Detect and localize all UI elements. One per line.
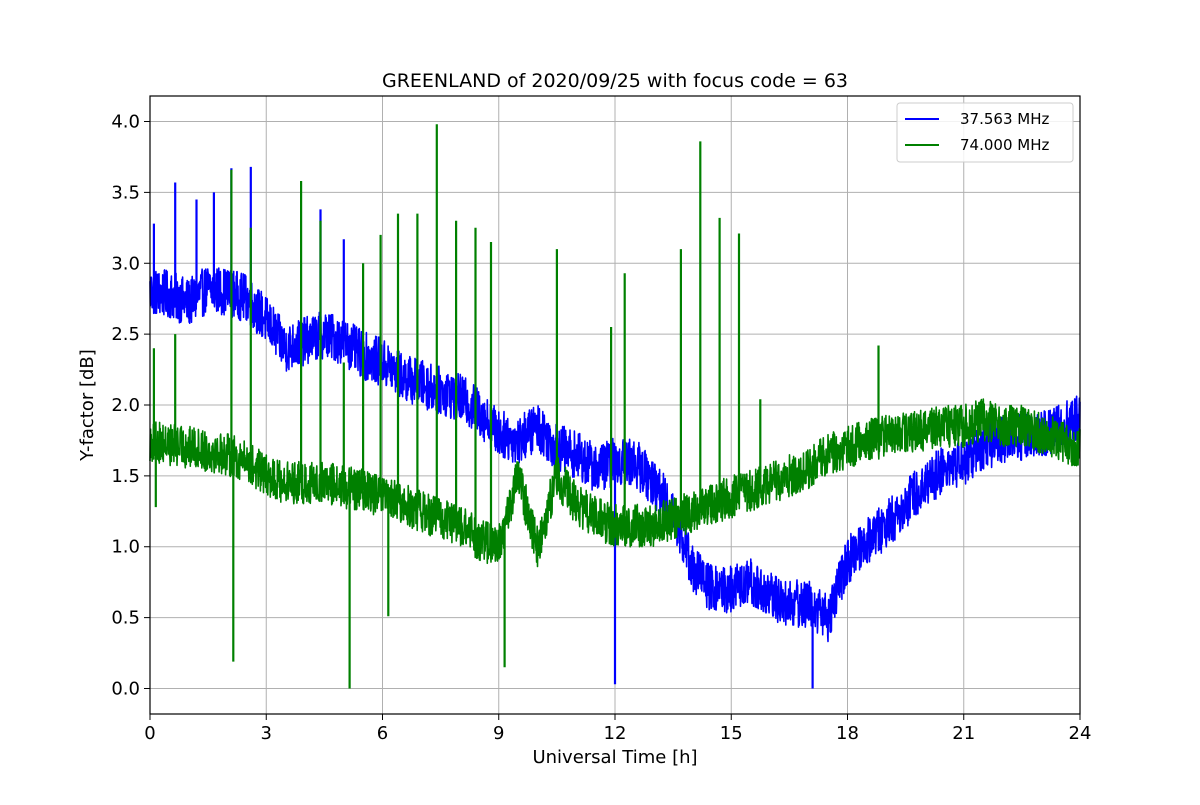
y-tick-label: 3.0 bbox=[111, 253, 140, 274]
y-tick-label: 1.0 bbox=[111, 537, 140, 558]
legend-label-74mhz: 74.000 MHz bbox=[960, 136, 1049, 154]
series-74mhz bbox=[149, 124, 1081, 689]
chart-title: GREENLAND of 2020/09/25 with focus code … bbox=[382, 70, 848, 92]
x-tick-label: 12 bbox=[604, 723, 627, 744]
y-tick-label: 4.0 bbox=[111, 112, 140, 133]
x-tick-label: 24 bbox=[1069, 723, 1092, 744]
x-tick-label: 0 bbox=[144, 723, 155, 744]
legend-label-37mhz: 37.563 MHz bbox=[960, 110, 1049, 128]
legend-box bbox=[896, 102, 1074, 163]
x-tick-label: 3 bbox=[261, 723, 272, 744]
x-tick-label: 9 bbox=[493, 723, 504, 744]
x-tick-label: 15 bbox=[720, 723, 743, 744]
series-line bbox=[149, 398, 1081, 568]
y-tick-label: 2.0 bbox=[111, 395, 140, 416]
x-tick-label: 6 bbox=[377, 723, 388, 744]
y-tick-label: 0.0 bbox=[111, 678, 140, 699]
y-tick-label: 1.5 bbox=[111, 466, 140, 487]
y-tick-label: 2.5 bbox=[111, 324, 140, 345]
x-tick-label: 21 bbox=[952, 723, 975, 744]
y-axis-label: Y-factor [dB] bbox=[77, 349, 98, 462]
legend: 37.563 MHz 74.000 MHz bbox=[896, 102, 1074, 163]
y-tick-label: 0.5 bbox=[111, 608, 140, 629]
plot-series bbox=[149, 124, 1081, 689]
y-tick-label: 3.5 bbox=[111, 182, 140, 203]
x-tick-label: 18 bbox=[836, 723, 859, 744]
x-axis-label: Universal Time [h] bbox=[532, 747, 697, 768]
axis-ticks: 0 3 6 9 12 15 18 21 24 0.0 0.5 1.0 1.5 2.0 2.5 3.0 3.5 4.… bbox=[111, 112, 1091, 744]
